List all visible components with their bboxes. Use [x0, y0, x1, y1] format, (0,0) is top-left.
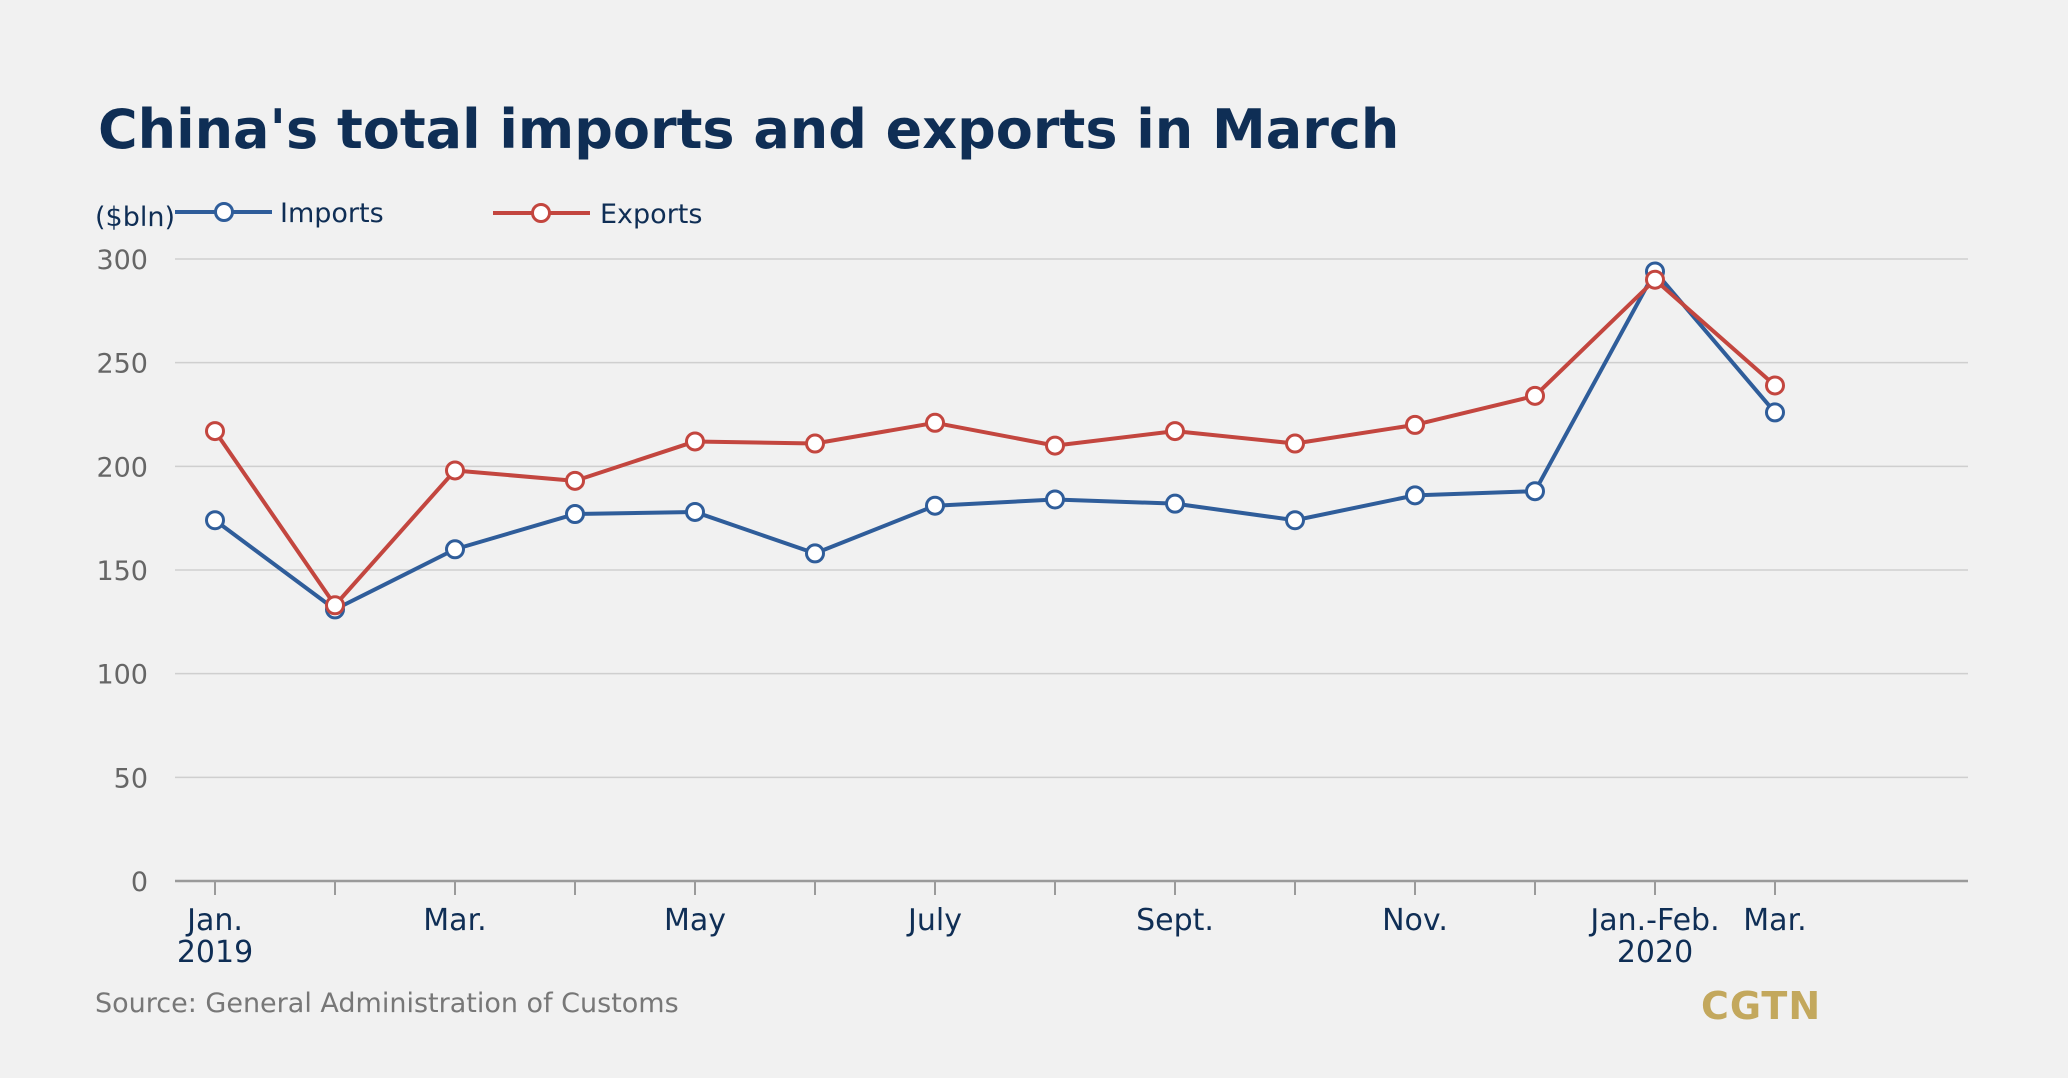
- data-point-exports: [1405, 414, 1425, 435]
- x-tick-label: July: [906, 903, 962, 938]
- y-axis: 0 50 100 150 200 250 300: [96, 245, 148, 898]
- data-point-exports: [565, 470, 585, 491]
- data-point-imports: [445, 539, 465, 560]
- legend-item-imports: Imports: [175, 198, 384, 229]
- brand-logo: CGTN: [1701, 984, 1821, 1028]
- data-point-exports: [1525, 385, 1545, 406]
- data-point-exports: [205, 421, 225, 442]
- series-exports: [213, 277, 1777, 608]
- legend-marker-imports: [214, 202, 234, 222]
- y-tick-label: 100: [96, 660, 148, 691]
- data-point-imports: [1045, 489, 1065, 510]
- data-point-imports: [925, 495, 945, 516]
- source-note: Source: General Administration of Custom…: [95, 988, 679, 1019]
- y-tick-label: 0: [131, 867, 148, 898]
- x-tick-label: Jan.-Feb.: [1588, 903, 1719, 938]
- y-axis-unit: ($bln): [95, 202, 175, 233]
- series: [205, 261, 1785, 620]
- data-point-exports: [685, 431, 705, 452]
- y-tick-label: 50: [114, 763, 148, 794]
- x-tick-label-year: 2020: [1617, 935, 1693, 970]
- series-points-imports: [205, 261, 1785, 620]
- data-point-imports: [1525, 481, 1545, 502]
- data-point-imports: [805, 543, 825, 564]
- data-point-imports: [565, 504, 585, 525]
- x-tick-label: Sept.: [1136, 903, 1214, 938]
- x-tick-label-year: 2019: [177, 935, 253, 970]
- y-tick-label: 300: [96, 245, 148, 276]
- series-imports: [213, 269, 1777, 612]
- data-point-exports: [1045, 435, 1065, 456]
- x-tick-label: Mar.: [1743, 903, 1806, 938]
- data-point-exports: [1285, 433, 1305, 454]
- data-point-exports: [1645, 269, 1665, 290]
- x-axis: Jan.2019 Mar. May July Sept. Nov. Jan.-Feb.202…: [175, 879, 1968, 970]
- data-point-imports: [1765, 402, 1785, 423]
- x-tick-label: Nov.: [1382, 903, 1448, 938]
- data-point-imports: [205, 510, 225, 531]
- data-point-exports: [325, 595, 345, 616]
- data-point-exports: [805, 433, 825, 454]
- legend: Imports Exports: [175, 198, 702, 230]
- data-point-imports: [1405, 485, 1425, 506]
- legend-item-exports: Exports: [493, 199, 702, 230]
- series-line-imports: [213, 269, 1777, 612]
- gridlines: [175, 258, 1968, 779]
- data-point-imports: [685, 501, 705, 522]
- data-point-imports: [1285, 510, 1305, 531]
- data-point-exports: [1765, 375, 1785, 396]
- series-points-exports: [205, 269, 1785, 616]
- data-point-exports: [925, 412, 945, 433]
- y-tick-label: 250: [96, 349, 148, 380]
- y-tick-label: 200: [96, 452, 148, 483]
- x-tick-label: May: [664, 903, 726, 938]
- data-point-imports: [1165, 493, 1185, 514]
- x-tick-label: Jan.: [185, 903, 243, 938]
- chart-title: China's total imports and exports in Mar…: [98, 98, 1399, 161]
- legend-label-imports: Imports: [280, 198, 384, 229]
- data-point-exports: [445, 460, 465, 481]
- x-tick-label: Mar.: [423, 903, 486, 938]
- legend-marker-exports: [531, 203, 551, 223]
- data-point-exports: [1165, 421, 1185, 442]
- series-line-exports: [213, 277, 1777, 608]
- legend-label-exports: Exports: [600, 199, 702, 230]
- y-tick-label: 150: [96, 556, 148, 587]
